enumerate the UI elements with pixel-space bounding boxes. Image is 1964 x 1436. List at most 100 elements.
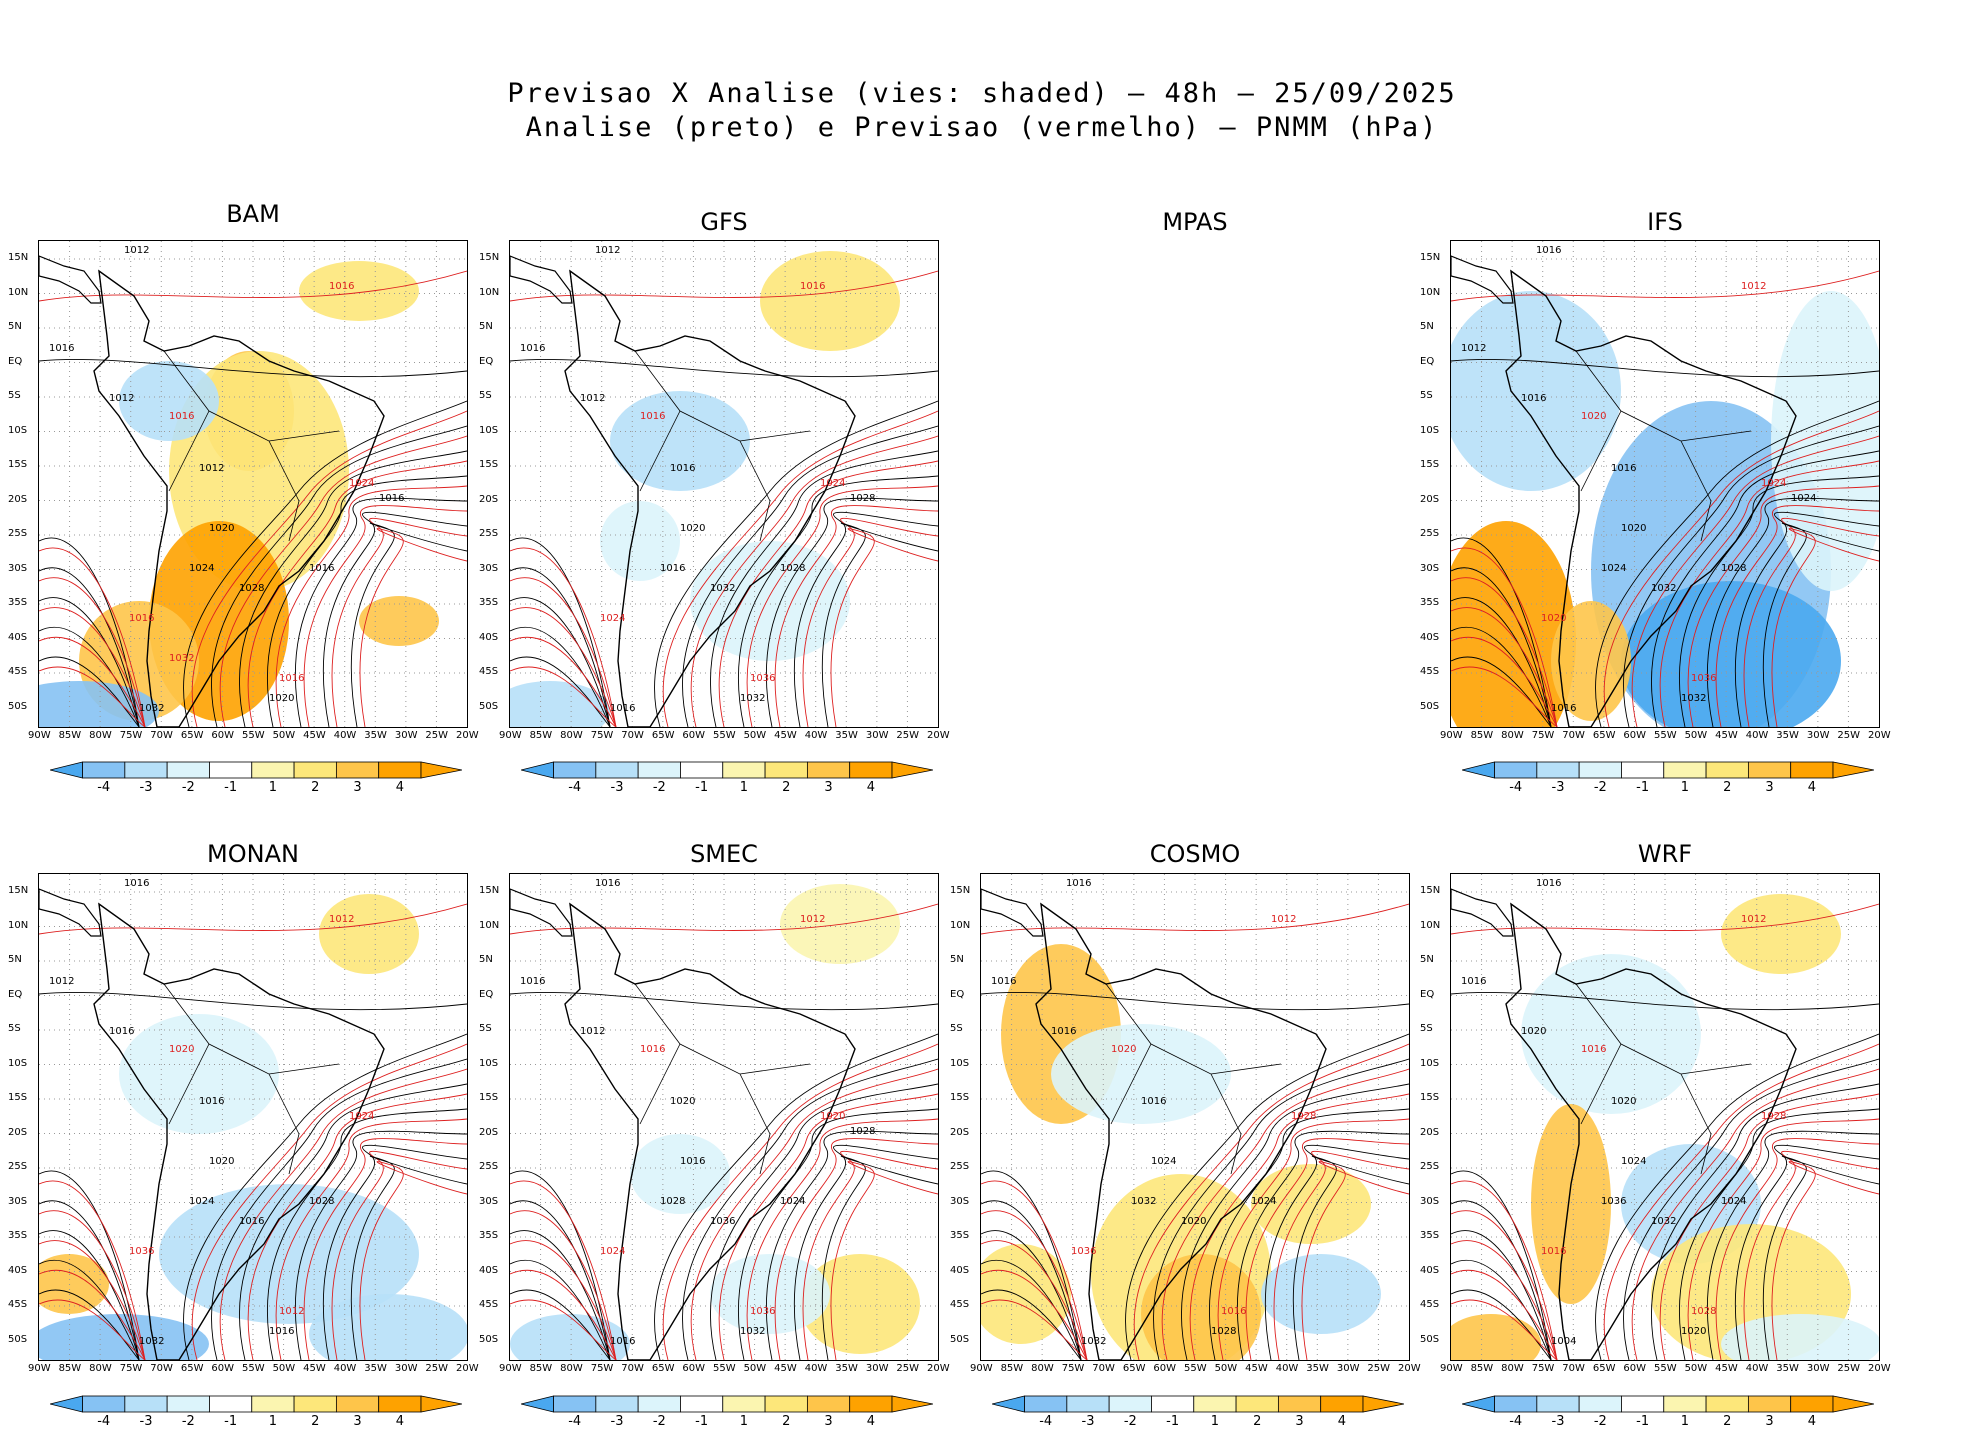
colorbar-label: -3 <box>1551 780 1565 795</box>
bias-area <box>1251 1164 1371 1244</box>
contour-label: 1016 <box>1541 1246 1566 1257</box>
lon-tick-label: 20W <box>927 1363 950 1374</box>
lat-tick-label: 15S <box>1420 459 1440 470</box>
isobar-forecast <box>510 577 617 727</box>
lon-tick-label: 65W <box>651 1363 675 1374</box>
colorbar-swatch <box>209 761 253 779</box>
colorbar-swatch <box>849 761 893 779</box>
isobar-analysis <box>981 1170 1082 1360</box>
colorbar-swatch <box>637 761 681 779</box>
bias-area <box>1531 1104 1611 1304</box>
colorbar-label: 2 <box>1723 1414 1732 1429</box>
colorbar-max-arrow <box>1832 761 1874 779</box>
contour-label: 1020 <box>1681 1326 1706 1337</box>
isobar-analysis <box>39 1289 140 1360</box>
map-ifs: 1016 1012 1012 1016 1020 1016 1020 1024 1028 1024… <box>1450 240 1880 728</box>
isobar-analysis <box>39 656 140 727</box>
lat-tick-label: 25S <box>1420 1161 1440 1172</box>
bias-area <box>630 1134 730 1214</box>
contour-label: 1032 <box>169 653 194 664</box>
contour-label: 1016 <box>800 281 825 292</box>
isobar-forecast <box>39 636 146 727</box>
lat-tick-label: 45S <box>1420 1299 1440 1310</box>
lat-tick-label: 45S <box>8 1299 28 1310</box>
lat-tick-label: 50S <box>479 700 499 712</box>
colorbar-min-arrow <box>50 1395 83 1413</box>
contour-label: 1016 <box>379 493 404 504</box>
colorbar-label: -1 <box>695 780 709 795</box>
isobar-analysis <box>821 1155 938 1360</box>
lat-tick-label: 25S <box>1420 528 1440 539</box>
lat-tick-label: 5S <box>479 1023 492 1034</box>
colorbar-label: 4 <box>866 1414 875 1429</box>
isobar-forecast <box>830 528 938 727</box>
lat-tick-label: 35S <box>1420 597 1440 608</box>
colorbar-max-arrow <box>420 761 462 779</box>
lat-tick-label: 10N <box>1420 286 1441 298</box>
lon-tick-label: 40W <box>333 730 357 741</box>
contour-label: 1024 <box>1601 563 1626 574</box>
contour-label: 1016 <box>239 1216 264 1227</box>
contour-label: 1032 <box>740 693 765 704</box>
lon-tick-label: 40W <box>1745 1363 1769 1374</box>
contour-label: 1020 <box>1541 613 1566 624</box>
contour-label: 1016 <box>1051 1026 1076 1037</box>
isobar-forecast <box>746 1118 938 1360</box>
lat-tick-label: 10S <box>8 424 28 436</box>
country-borders <box>163 350 340 542</box>
contour-label: 1036 <box>750 1306 775 1317</box>
isobar-analysis <box>1735 511 1879 727</box>
lat-tick-label: 50S <box>950 1333 970 1345</box>
isobar-forecast <box>981 1180 1088 1360</box>
colorbar-swatch <box>124 761 168 779</box>
bias-area <box>1261 1254 1381 1334</box>
lon-tick-label: 55W <box>242 730 265 741</box>
contour-label: 1028 <box>1721 563 1746 574</box>
isobar-analysis <box>323 511 467 727</box>
lon-tick-label: 60W <box>682 730 706 741</box>
contour-label: 1020 <box>269 693 294 704</box>
figure-title-line2: Analise (preto) e Previsao (vermelho) – … <box>525 112 1439 143</box>
isobar-forecast <box>191 1043 467 1360</box>
contour-label: 1012 <box>49 976 74 987</box>
lon-tick-label: 45W <box>1245 1363 1268 1374</box>
lon-tick-label: 55W <box>713 1363 736 1374</box>
colorbar-label: -1 <box>1636 780 1650 795</box>
contour-label: 1020 <box>820 1111 845 1122</box>
lat-tick-label: 40S <box>1420 631 1440 643</box>
isobar-analysis <box>1451 1170 1552 1360</box>
lon-tick-label: 60W <box>211 730 235 741</box>
colorbar-swatch <box>82 1395 126 1413</box>
coastline-central-america <box>39 888 102 937</box>
isobar-forecast <box>1715 1138 1879 1360</box>
isobar-analysis <box>765 1130 938 1360</box>
contour-label: 1020 <box>670 1096 695 1107</box>
isobar-analysis <box>981 1289 1082 1360</box>
lat-tick-label: 50S <box>1420 700 1440 712</box>
isobar-forecast <box>39 903 467 935</box>
isobar-analysis <box>1762 522 1879 727</box>
isobar-analysis <box>39 1230 140 1360</box>
lat-tick-label: 40S <box>8 631 28 643</box>
colorbar-swatch <box>722 761 766 779</box>
isobar-forecast <box>359 528 467 727</box>
lat-tick-label: 40S <box>479 1264 499 1276</box>
contour-label: 1032 <box>710 583 735 594</box>
colorbar-swatch <box>1790 1395 1834 1413</box>
lat-tick-label: 5S <box>1420 390 1433 401</box>
isobar-forecast <box>981 1269 1088 1360</box>
lat-tick-label: 20S <box>479 1126 499 1138</box>
map-cosmo: 1016 1012 1016 1016 1020 1016 1024 1028 1024 1032… <box>980 873 1410 1361</box>
lon-tick-label: 50W <box>272 1363 296 1374</box>
colorbar-label: -3 <box>610 1414 624 1429</box>
isobar-analysis <box>1735 1144 1879 1360</box>
bias-area <box>510 1314 630 1360</box>
contour-label: 1020 <box>1621 523 1646 534</box>
lon-tick-label: 80W <box>1031 1363 1054 1374</box>
colorbar-label: -2 <box>652 780 666 795</box>
coastline-south-america <box>564 902 856 1360</box>
lat-tick-label: 10N <box>479 919 500 931</box>
colorbar-swatch <box>1066 1395 1110 1413</box>
colorbar-swatch <box>1705 761 1749 779</box>
contour-label: 1016 <box>1536 245 1561 256</box>
